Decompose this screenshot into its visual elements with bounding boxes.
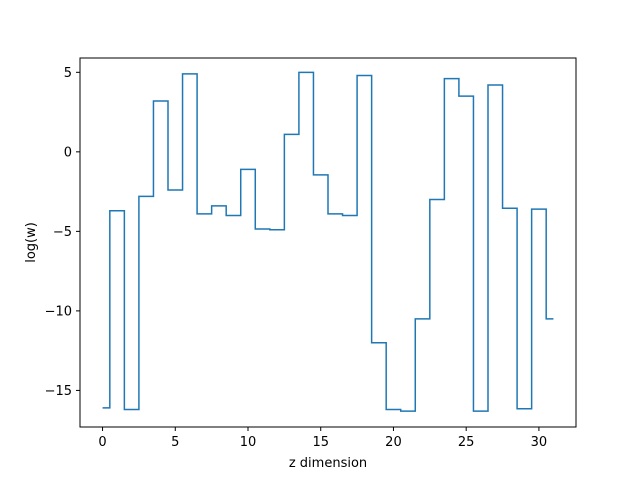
x-tick-label: 5	[171, 435, 179, 450]
x-tick-label: 20	[385, 435, 402, 450]
y-axis-label: log(w)	[24, 222, 39, 263]
y-tick-label: −10	[45, 304, 72, 319]
x-tick-label: 25	[458, 435, 475, 450]
series-step-line	[102, 71, 554, 412]
plot-layer	[102, 71, 554, 412]
axes-frame	[79, 57, 577, 428]
x-tick-label: 30	[531, 435, 548, 450]
x-tick-label: 10	[240, 435, 257, 450]
x-tick-label: 15	[312, 435, 329, 450]
y-tick-label: 5	[64, 66, 72, 81]
y-tick-label: 0	[64, 145, 72, 160]
axis-layer: 0 5 10 15 20 25 30 5 0 −5 −10 −15	[45, 66, 548, 450]
x-axis-label: z dimension	[289, 456, 367, 471]
x-tick-label: 0	[98, 435, 106, 450]
y-tick-label: −15	[45, 384, 72, 399]
y-tick-label: −5	[53, 225, 72, 240]
